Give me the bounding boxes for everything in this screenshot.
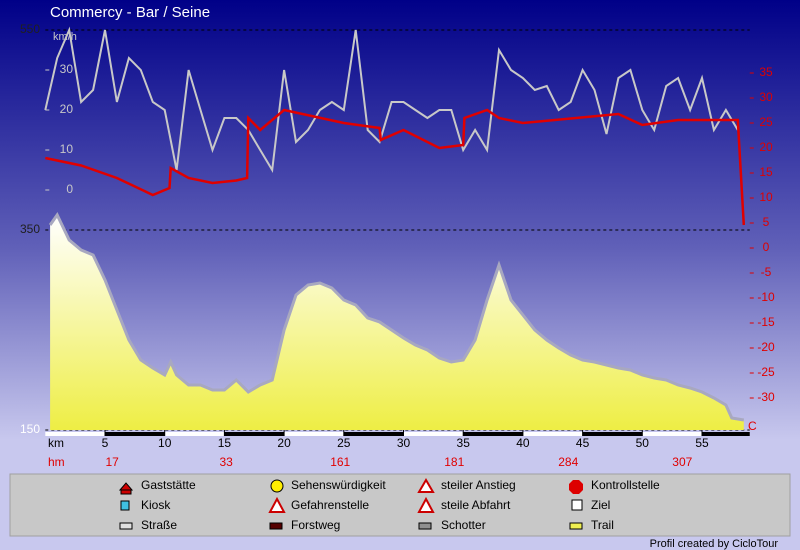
legend-label: Ziel [591, 498, 610, 512]
legend-label: Trail [591, 518, 614, 532]
x-axis-label: km [48, 436, 64, 450]
y2-tick-label: -30 [757, 390, 775, 404]
x-tick-label: 35 [457, 436, 471, 450]
y3-tick-label: 30 [60, 62, 74, 76]
climb-value: 33 [220, 455, 234, 469]
y2-tick-label: 15 [759, 165, 773, 179]
x-tick-label: 55 [695, 436, 709, 450]
x-tick-label: 15 [218, 436, 232, 450]
km-bar-segment [463, 432, 523, 436]
legend-label: steile Abfahrt [441, 498, 511, 512]
legend-box [9, 473, 791, 537]
y2-tick-label: -15 [757, 315, 775, 329]
climb-value: 284 [558, 455, 578, 469]
legend-label: Straße [141, 518, 177, 532]
y3-tick-label: 0 [66, 182, 73, 196]
x-tick-label: 50 [636, 436, 650, 450]
legend-label: Forstweg [291, 518, 340, 532]
climb-value: 181 [444, 455, 464, 469]
km-bar-segment [702, 432, 750, 436]
x-tick-label: 25 [337, 436, 351, 450]
y2-tick-label: -5 [761, 265, 772, 279]
chart-title: Commercy - Bar / Seine [50, 4, 210, 21]
km-bar-segment [105, 432, 165, 436]
temperature-line [45, 108, 746, 226]
legend-label: Gefahrenstelle [291, 498, 369, 512]
legend-label: Schotter [441, 518, 486, 532]
y2-tick-label: -25 [757, 365, 775, 379]
climb-value: 17 [105, 455, 119, 469]
legend-label: Gaststätte [141, 478, 196, 492]
legend-label: Sehenswürdigkeit [291, 478, 386, 492]
y2-tick-label: -20 [757, 340, 775, 354]
elevation-outline [48, 212, 745, 422]
y2-tick-label: 5 [763, 215, 770, 229]
x-tick-label: 10 [158, 436, 172, 450]
climb-value: 307 [672, 455, 692, 469]
y2-axis-label: C [748, 419, 757, 433]
y-tick-label: 150 [20, 422, 40, 436]
footer: Profil created by CicloTour [650, 538, 779, 550]
x-tick-label: 45 [576, 436, 590, 450]
speed-line [44, 26, 739, 174]
x-tick-label: 20 [277, 436, 291, 450]
y2-tick-label: 25 [759, 115, 773, 129]
y-tick-label: 550 [20, 22, 40, 36]
km-bar-segment [224, 432, 285, 436]
elevation-area [50, 215, 744, 430]
y2-tick-label: -10 [757, 290, 775, 304]
legend-label: Kontrollstelle [591, 478, 660, 492]
y2-tick-label: 30 [759, 90, 773, 104]
x-tick-label: 40 [516, 436, 530, 450]
x-tick-label: 5 [102, 436, 109, 450]
legend-icons [118, 478, 583, 530]
legend-label: steiler Anstieg [441, 478, 516, 492]
legend-label: Kiosk [141, 498, 171, 512]
km-bar-segment [343, 432, 404, 436]
y-tick-label: 350 [20, 222, 40, 236]
km-bar-segment [582, 432, 643, 436]
y2-tick-label: 0 [763, 240, 770, 254]
x-tick-label: 30 [397, 436, 411, 450]
plot [44, 26, 746, 430]
climb-value: 161 [330, 455, 350, 469]
climb-label: hm [48, 455, 65, 469]
y2-tick-label: 10 [759, 190, 773, 204]
y2-tick-label: 20 [759, 140, 773, 154]
y3-tick-label: 10 [60, 142, 74, 156]
y3-tick-label: 20 [60, 102, 74, 116]
y2-tick-label: 35 [759, 65, 773, 79]
